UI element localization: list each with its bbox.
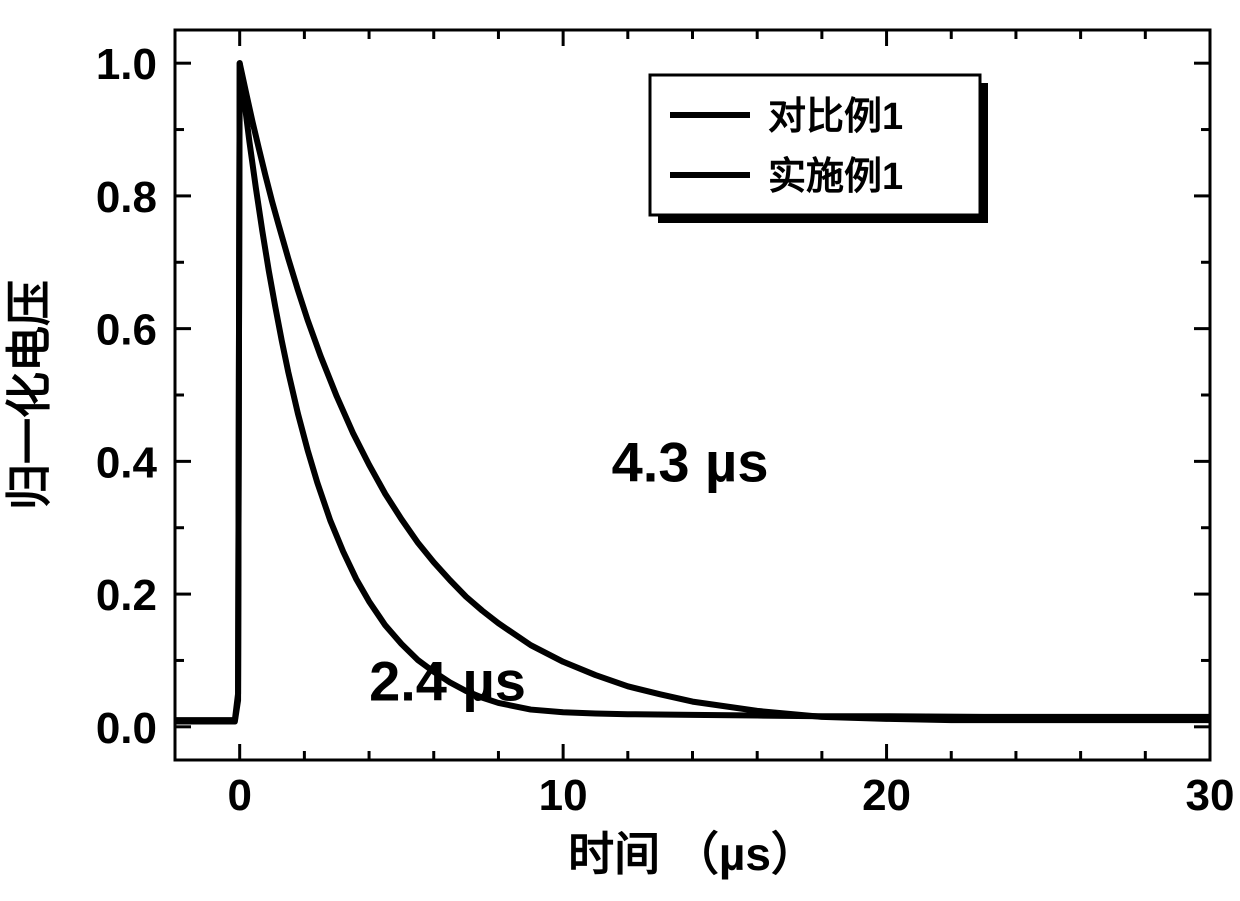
legend-label-1: 实施例1 — [768, 156, 903, 198]
legend-label-0: 对比例1 — [768, 96, 903, 138]
x-axis-title: 时间 （µs） — [568, 828, 817, 880]
x-tick-label: 0 — [227, 771, 251, 820]
y-tick-label: 0.2 — [96, 571, 157, 620]
annotation-1: 2.4 µs — [369, 649, 526, 712]
y-tick-label: 0.6 — [96, 306, 157, 355]
y-tick-label: 0.4 — [96, 438, 158, 487]
x-tick-label: 10 — [539, 771, 588, 820]
y-tick-label: 0.0 — [96, 704, 157, 753]
annotation-0: 4.3 µs — [612, 430, 769, 493]
y-tick-label: 1.0 — [96, 40, 157, 89]
y-axis-title: 归一化电压 — [3, 280, 55, 510]
chart-svg: 0 10 20 30 时间 （µs） 0.0 0.2 0.4 0.6 0.8 1.0 归一化电压 4.3… — [0, 0, 1240, 901]
decay-chart: 0 10 20 30 时间 （µs） 0.0 0.2 0.4 0.6 0.8 1.0 归一化电压 4.3… — [0, 0, 1240, 901]
y-tick-label: 0.8 — [96, 173, 157, 222]
x-tick-label: 30 — [1186, 771, 1235, 820]
x-tick-label: 20 — [862, 771, 911, 820]
